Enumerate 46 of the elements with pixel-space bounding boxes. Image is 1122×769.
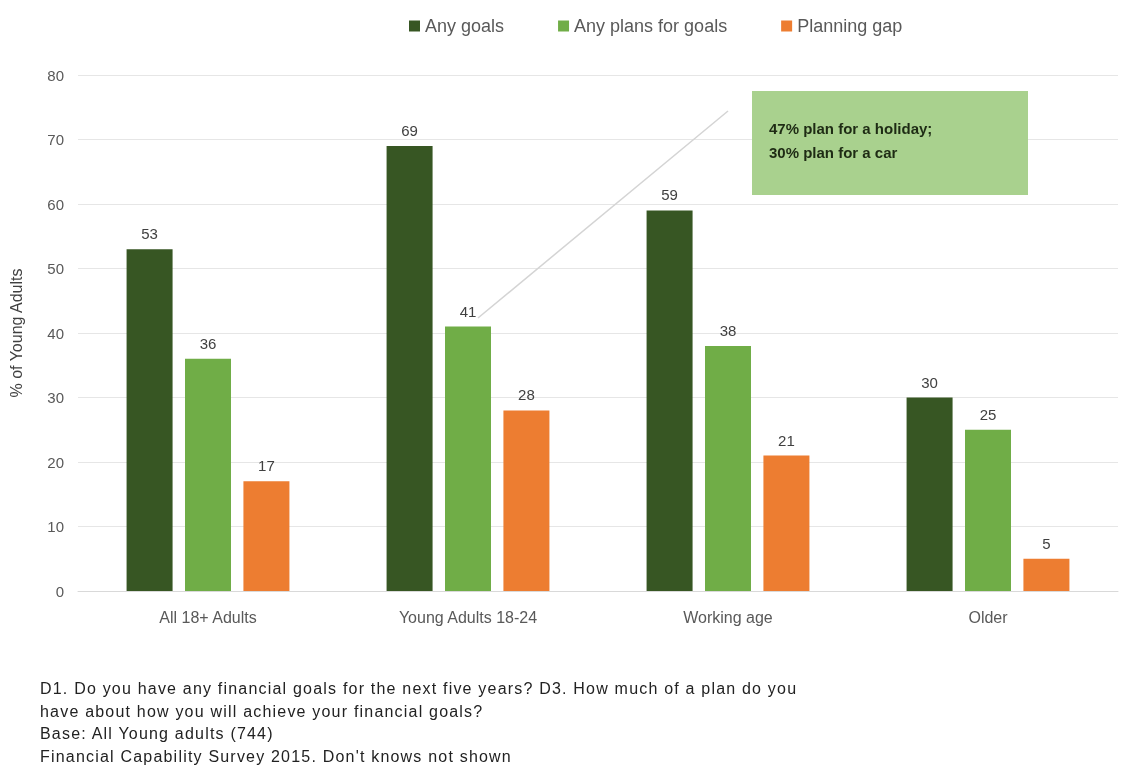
data-label: 38 — [719, 321, 737, 339]
legend-label: Planning gap — [797, 16, 903, 36]
data-label: 69 — [401, 121, 418, 139]
data-label: 21 — [778, 431, 795, 449]
bar — [763, 455, 810, 591]
bar — [386, 145, 433, 591]
bar — [906, 397, 953, 591]
bar — [646, 210, 693, 591]
y-tick-label: 60 — [47, 195, 64, 213]
data-label: 59 — [661, 186, 678, 204]
x-tick-label: Older — [968, 608, 1009, 626]
text: Base: All Young adults (744) — [40, 724, 275, 744]
y-axis-title: % of Young Adults — [7, 268, 25, 398]
y-tick-label: 80 — [47, 66, 64, 84]
bar — [126, 249, 173, 591]
legend-label: Any plans for goals — [574, 16, 728, 36]
data-label: 5 — [1042, 534, 1051, 552]
callout-box: 47% plan for a holiday; 30% plan for a car — [752, 91, 1028, 195]
data-label: 41 — [459, 302, 477, 320]
y-tick-label: 70 — [47, 131, 64, 148]
x-tick-label: All 18+ Adults — [159, 608, 257, 626]
y-tick-label: 10 — [47, 518, 64, 535]
bar — [243, 481, 290, 591]
x-tick-label: Working age — [683, 608, 773, 626]
data-label: 17 — [258, 457, 275, 475]
y-tick-label: 20 — [47, 453, 64, 471]
data-label: 53 — [141, 225, 158, 243]
data-label: 25 — [979, 405, 997, 423]
data-label: 28 — [518, 386, 535, 404]
bar — [185, 358, 231, 591]
text: D1. Do you have any financial goals for the next five years? D3. How much of a plan do you have about how you will achieve your financial goals? — [40, 679, 799, 722]
text: Financial Capability Survey 2015. Don't knows not shown — [40, 746, 513, 767]
bar — [965, 429, 1011, 591]
bar — [445, 326, 491, 591]
data-label: 36 — [199, 334, 217, 352]
x-tick-label: Young Adults 18-24 — [398, 608, 538, 626]
y-tick-label: 30 — [47, 389, 64, 406]
data-label: 30 — [921, 373, 938, 391]
annotation: 47% plan for a holiday; 30% plan for a car — [769, 119, 934, 163]
y-tick-label: 0 — [55, 582, 64, 600]
y-tick-label: 40 — [47, 324, 64, 342]
bar — [1023, 558, 1070, 591]
bar — [503, 410, 550, 591]
legend-label: Any goals — [425, 16, 505, 36]
y-tick-label: 50 — [47, 260, 64, 277]
bar — [705, 345, 751, 591]
